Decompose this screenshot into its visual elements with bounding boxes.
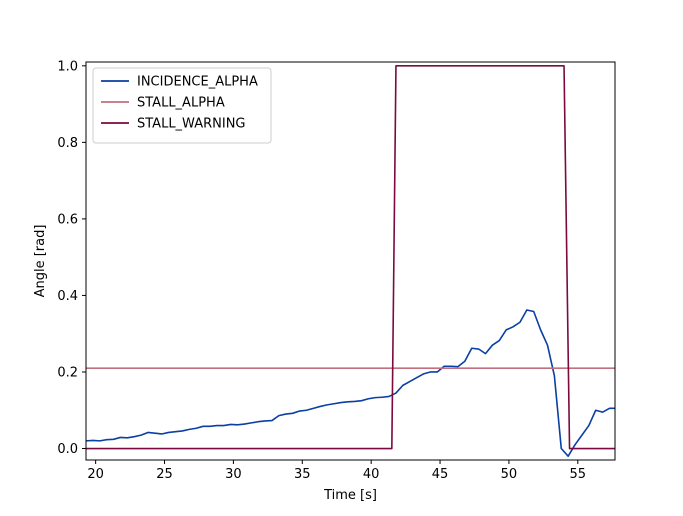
- legend-label: STALL_ALPHA: [137, 96, 225, 111]
- y-axis-ticks: 0.0 0.2 0.4 0.6 0.8 1.0: [57, 59, 86, 457]
- series-lines: [86, 65, 615, 457]
- y-tick-label: 0.2: [57, 365, 78, 380]
- x-tick-label: 30: [225, 467, 242, 482]
- legend-box: [92, 67, 272, 144]
- x-tick-label: 50: [501, 467, 518, 482]
- series-line-incidence-alpha: [86, 309, 615, 457]
- series-line-stall-warning: [86, 65, 615, 450]
- x-tick-label: 35: [294, 467, 311, 482]
- x-tick-label: 25: [156, 467, 173, 482]
- y-tick-label: 1.0: [57, 59, 78, 74]
- axes-frame: [85, 61, 616, 461]
- y-axis-label: Angle [rad]: [33, 225, 48, 298]
- x-tick-label: 45: [432, 467, 449, 482]
- y-tick-label: 0.4: [57, 289, 78, 304]
- legend-label: STALL_WARNING: [137, 117, 246, 132]
- x-tick-label: 20: [87, 467, 104, 482]
- legend: INCIDENCE_ALPHA STALL_ALPHA STALL_WARNING: [92, 67, 272, 144]
- y-tick-label: 0.0: [57, 442, 78, 457]
- y-tick-label: 0.8: [57, 136, 78, 151]
- x-tick-label: 55: [570, 467, 587, 482]
- y-tick-label: 0.6: [57, 212, 78, 227]
- legend-label: INCIDENCE_ALPHA: [137, 75, 258, 90]
- x-axis-label: Time [s]: [323, 488, 377, 503]
- x-tick-label: 40: [363, 467, 380, 482]
- x-axis-ticks: 20 25 30 35 40 45 50 55: [87, 460, 586, 482]
